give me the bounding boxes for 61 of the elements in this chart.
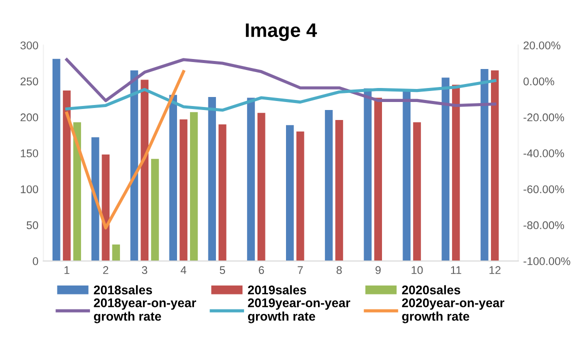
x-tick-label: 7 — [298, 266, 303, 274]
bar — [335, 120, 344, 261]
x-tick-label: 6 — [258, 266, 264, 274]
bar — [490, 70, 499, 261]
y2-tick-label: -80.00% — [524, 221, 564, 230]
legend-label: 2019sales — [248, 285, 306, 294]
y-tick-label: 250 — [20, 77, 38, 86]
bar — [374, 98, 382, 261]
y2-tick-label: 0.00% — [524, 77, 554, 86]
y2-tick-label: -40.00% — [524, 149, 564, 158]
y-tick-label: 150 — [20, 149, 38, 158]
bar — [112, 244, 120, 261]
x-tick-label: 11 — [451, 266, 462, 274]
bar — [169, 94, 178, 261]
bar — [140, 80, 148, 261]
bar — [218, 124, 226, 261]
bar — [402, 90, 411, 261]
chart-title: Image 4 — [246, 24, 317, 42]
legend-label: 2018year-on-year growth rate — [94, 298, 196, 324]
bar — [247, 98, 255, 261]
x-tick-label: 2 — [103, 266, 108, 274]
x-tick-label: 3 — [142, 266, 148, 274]
y-tick-label: 0 — [32, 257, 38, 266]
bar — [452, 84, 460, 261]
bar — [208, 97, 216, 261]
x-tick-label: 8 — [336, 266, 342, 274]
line-series — [65, 79, 496, 112]
y-tick-label: 50 — [26, 221, 38, 230]
legend-label: 2020year-on-year growth rate — [402, 298, 504, 324]
y-tick-label: 100 — [20, 185, 38, 194]
bar — [442, 78, 450, 261]
y-tick-label: 200 — [20, 113, 38, 122]
bar — [52, 58, 60, 261]
bar — [364, 88, 372, 261]
bar — [190, 112, 198, 261]
bar — [62, 90, 71, 261]
line-series — [65, 58, 496, 108]
x-tick-label: 5 — [220, 266, 226, 274]
bar — [257, 112, 266, 261]
line-series — [65, 70, 186, 230]
x-tick-label: 9 — [376, 266, 381, 274]
legend-label: 2020sales — [402, 285, 460, 294]
x-tick-label: 1 — [64, 266, 70, 274]
legend-label: 2019year-on-year growth rate — [248, 298, 350, 324]
legend-label: 2018sales — [94, 285, 152, 294]
y2-tick-label: 20.00% — [524, 42, 560, 50]
bar — [480, 68, 488, 261]
x-tick-label: 4 — [180, 266, 186, 274]
y2-tick-label: -20.00% — [524, 113, 564, 122]
bar — [73, 122, 82, 261]
bar — [296, 132, 304, 261]
bar — [324, 110, 333, 261]
bar — [180, 119, 188, 261]
bar — [151, 158, 159, 261]
y2-tick-label: -60.00% — [524, 185, 564, 194]
x-tick-label: 10 — [412, 266, 423, 274]
bar — [413, 122, 421, 261]
y2-tick-label: -100.00% — [524, 257, 570, 266]
y-tick-label: 300 — [20, 42, 38, 50]
bar — [286, 125, 294, 261]
x-tick-label: 12 — [490, 266, 500, 274]
